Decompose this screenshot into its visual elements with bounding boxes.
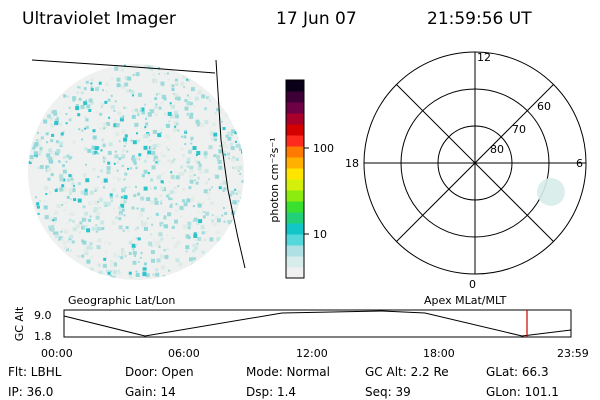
colorbar-cell <box>286 179 304 191</box>
colorbar-cell <box>286 201 304 213</box>
colorbar-cell <box>286 234 304 246</box>
colorbar-tick-label-100: 100 <box>313 142 334 155</box>
timeline-frame <box>63 309 572 338</box>
altitude-timeline: GC Alt 9.0 1.8 00:00 06:00 12:00 18:00 2… <box>13 306 589 360</box>
status-mode: Mode: Normal <box>246 365 330 379</box>
colorbar-cell <box>286 80 304 92</box>
colorbar-cell <box>286 223 304 235</box>
image-time: 21:59:56 UT <box>427 9 532 29</box>
emission-patch <box>537 178 565 206</box>
colorbar-cell <box>286 102 304 114</box>
polar-diagonal-2 <box>396 84 554 242</box>
auroral-emission-pixels <box>28 64 244 280</box>
mlt-label-0: 0 <box>469 278 476 291</box>
polar-plot: 12 6 0 18 60 70 80 <box>345 51 587 291</box>
altitude-curve <box>63 310 572 337</box>
mlt-label-18: 18 <box>345 157 359 170</box>
colorbar-cell <box>286 245 304 257</box>
status-door: Door: Open <box>125 365 194 379</box>
geographic-panel-label: Geographic Lat/Lon <box>68 294 175 307</box>
status-gc-alt: GC Alt: 2.2 Re <box>365 365 449 379</box>
colorbar-cell <box>286 212 304 224</box>
colorbar-gradient <box>286 80 304 279</box>
status-glon: GLon: 101.1 <box>486 385 559 399</box>
colorbar-cell <box>286 256 304 268</box>
status-filter: Flt: LBHL <box>8 365 62 379</box>
mlat-label-60: 60 <box>537 100 551 113</box>
status-readouts: Flt: LBHL Door: Open Mode: Normal GC Alt… <box>8 365 559 399</box>
image-date: 17 Jun 07 <box>276 9 357 29</box>
timeline-xtick-3: 18:00 <box>423 347 455 360</box>
status-gain: Gain: 14 <box>125 385 176 399</box>
status-dsp: Dsp: 1.4 <box>246 385 296 399</box>
timeline-axis-label: GC Alt <box>13 306 26 341</box>
mlt-label-6: 6 <box>576 157 583 170</box>
timeline-ymin: 1.8 <box>34 330 52 343</box>
status-seq: Seq: 39 <box>365 385 411 399</box>
mlt-label-12: 12 <box>477 51 491 64</box>
status-glat: GLat: 66.3 <box>486 365 549 379</box>
colorbar-tick-label-10: 10 <box>313 228 327 241</box>
geographic-image-panel <box>28 59 246 280</box>
colorbar-frame <box>285 79 305 279</box>
timeline-xtick-0: 00:00 <box>41 347 73 360</box>
colorbar-cell <box>286 113 304 125</box>
apex-panel-label: Apex MLat/MLT <box>424 294 507 307</box>
image-boundary-line <box>31 59 216 74</box>
colorbar: 100 10 photon cm⁻²s⁻¹ <box>268 79 334 279</box>
colorbar-cell <box>286 124 304 136</box>
colorbar-cell <box>286 146 304 158</box>
timeline-xtick-4: 23:59 <box>557 347 589 360</box>
status-ip: IP: 36.0 <box>8 385 53 399</box>
mlat-label-80: 80 <box>490 143 504 156</box>
colorbar-cell <box>286 157 304 169</box>
colorbar-cell <box>286 135 304 147</box>
timeline-xtick-1: 06:00 <box>168 347 200 360</box>
terminator-line <box>215 59 246 269</box>
mlat-label-70: 70 <box>512 123 526 136</box>
timeline-xtick-2: 12:00 <box>296 347 328 360</box>
colorbar-cell <box>286 168 304 180</box>
instrument-title: Ultraviolet Imager <box>22 9 176 29</box>
colorbar-cell <box>286 190 304 202</box>
colorbar-cell <box>286 267 304 279</box>
earth-disc <box>28 64 244 280</box>
colorbar-units: photon cm⁻²s⁻¹ <box>268 137 281 222</box>
timeline-ymax: 9.0 <box>34 309 52 322</box>
colorbar-cell <box>286 91 304 103</box>
